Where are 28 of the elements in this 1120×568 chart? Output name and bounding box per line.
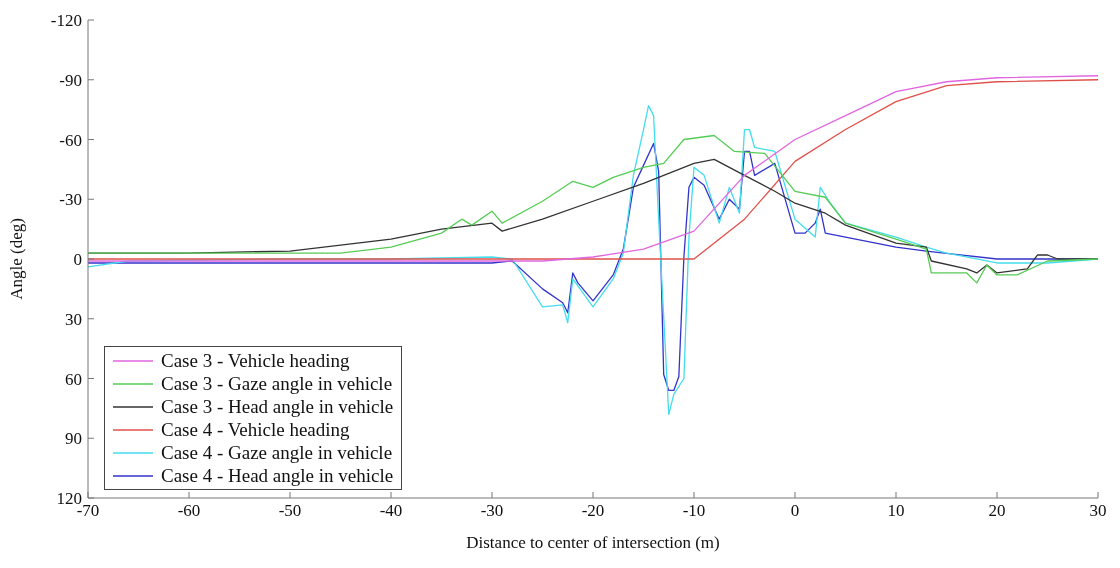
x-tick-label: -60 (177, 501, 201, 521)
x-axis-title: Distance to center of intersection (m) (466, 533, 720, 552)
y-tick-label: 30 (65, 309, 82, 329)
legend-label: Case 3 - Gaze angle in vehicle (161, 372, 393, 395)
x-tick-label: -50 (278, 501, 302, 521)
x-tick-label: -20 (581, 501, 605, 521)
x-tick-label: 10 (887, 501, 905, 521)
y-tick-label: 90 (65, 429, 82, 449)
y-tick-label: -60 (59, 130, 82, 150)
y-tick-label: -30 (59, 190, 82, 210)
legend-label: Case 4 - Gaze angle in vehicle (161, 441, 393, 464)
line-series (88, 134, 1098, 284)
y-tick-label: -120 (50, 11, 82, 31)
y-tick-label: 60 (65, 369, 82, 389)
x-tick-label: 30 (1089, 501, 1107, 521)
x-tick-label: 0 (790, 501, 800, 521)
y-tick-label: -90 (59, 70, 82, 90)
y-tick-label: 120 (56, 489, 82, 509)
x-tick-label: -40 (379, 501, 403, 521)
x-tick-label: 20 (988, 501, 1006, 521)
legend-label: Case 4 - Vehicle heading (161, 418, 350, 441)
x-tick-label: -10 (682, 501, 706, 521)
y-axis-title: Angle (deg) (7, 218, 27, 300)
legend-label: Case 3 - Head angle in vehicle (161, 395, 394, 418)
legend-label: Case 4 - Head angle in vehicle (161, 464, 394, 487)
x-tick-label: -30 (480, 501, 504, 521)
y-tick-label: 0 (73, 250, 82, 270)
legend-label: Case 3 - Vehicle heading (161, 349, 350, 372)
